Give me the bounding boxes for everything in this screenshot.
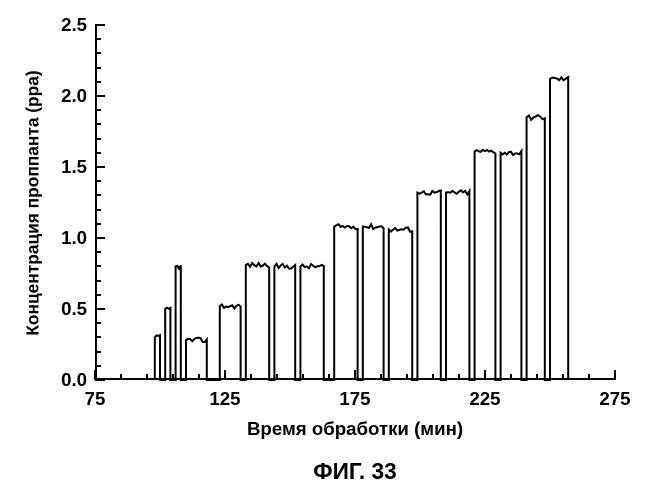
x-tick-label: 125 <box>209 388 240 410</box>
x-tick <box>120 374 122 380</box>
y-tick <box>95 166 105 168</box>
y-tick <box>95 294 101 296</box>
x-tick <box>458 374 460 380</box>
y-tick <box>95 67 101 69</box>
y-tick <box>95 180 101 182</box>
figure-caption: ФИГ. 33 <box>313 458 396 485</box>
x-tick <box>380 374 382 380</box>
x-tick <box>250 374 252 380</box>
x-tick-label: 175 <box>339 388 370 410</box>
figure-33: Концентрация проппанта (ppa) Время обраб… <box>0 0 664 500</box>
y-tick-label: 1.0 <box>61 227 87 249</box>
x-tick <box>484 370 486 380</box>
y-axis-label: Концентрация проппанта (ppa) <box>23 70 44 335</box>
y-tick <box>95 351 101 353</box>
x-tick <box>536 374 538 380</box>
y-tick <box>95 38 101 40</box>
y-tick <box>95 209 101 211</box>
x-tick-label: 275 <box>599 388 630 410</box>
x-tick <box>406 374 408 380</box>
series-polyline <box>155 77 568 380</box>
x-tick <box>302 374 304 380</box>
y-tick <box>95 336 101 338</box>
x-tick <box>432 374 434 380</box>
x-tick <box>328 374 330 380</box>
y-tick <box>95 223 101 225</box>
x-tick <box>614 370 616 380</box>
y-tick <box>95 24 105 26</box>
x-tick <box>588 374 590 380</box>
x-tick <box>510 374 512 380</box>
y-tick <box>95 322 101 324</box>
y-tick <box>95 365 101 367</box>
y-tick-label: 0.0 <box>61 369 87 391</box>
y-tick <box>95 52 101 54</box>
y-tick-label: 0.5 <box>61 298 87 320</box>
y-tick <box>95 280 101 282</box>
x-tick <box>354 370 356 380</box>
x-tick-label: 225 <box>469 388 500 410</box>
y-tick-label: 2.5 <box>61 14 87 36</box>
y-tick-label: 2.0 <box>61 85 87 107</box>
y-tick <box>95 109 101 111</box>
y-tick <box>95 194 101 196</box>
y-tick <box>95 138 101 140</box>
x-axis-label: Время обработки (мин) <box>247 418 463 440</box>
y-tick <box>95 81 101 83</box>
y-tick <box>95 265 101 267</box>
y-tick-label: 1.5 <box>61 156 87 178</box>
y-tick <box>95 379 105 381</box>
x-tick <box>146 374 148 380</box>
x-tick <box>276 374 278 380</box>
y-tick <box>95 152 101 154</box>
x-tick <box>172 374 174 380</box>
y-tick <box>95 251 101 253</box>
y-tick <box>95 308 105 310</box>
x-tick <box>198 374 200 380</box>
y-tick <box>95 123 101 125</box>
x-tick <box>94 370 96 380</box>
x-tick <box>562 374 564 380</box>
y-tick <box>95 237 105 239</box>
x-tick <box>224 370 226 380</box>
x-tick-label: 75 <box>85 388 106 410</box>
y-tick <box>95 95 105 97</box>
